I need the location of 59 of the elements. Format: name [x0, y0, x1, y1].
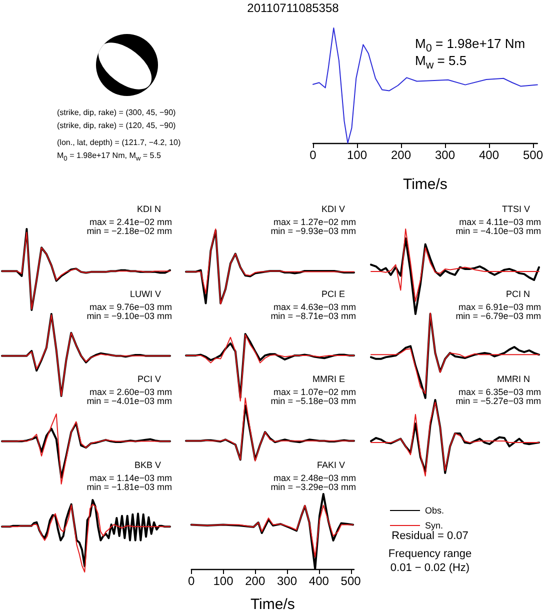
chart-title: BKB V	[134, 460, 161, 470]
text: max = 4.11e−03 mm	[459, 217, 541, 227]
text: (strike, dip, rake) = (120, 45, −90)	[57, 121, 176, 130]
annotation: max = 2.60e−03 mm	[89, 387, 172, 397]
annotation: min = −1.81e−03 mm	[86, 482, 172, 492]
annotation: min = −5.18e−03 mm	[270, 396, 356, 406]
annotation: max = 6.91e−03 mm	[458, 302, 541, 312]
text: M$_{0}$ = 1.98e+17 Nm, M$_{w}$ = 5.5	[57, 151, 161, 164]
text: min = −8.71e−03 mm	[270, 311, 356, 321]
chart-title: MMRI N	[497, 374, 530, 384]
chart-title: KDI V	[321, 204, 345, 214]
x-tick-label: 100	[213, 574, 234, 588]
x-tick-label: 0	[188, 574, 195, 588]
annotation: min = −6.79e−03 mm	[456, 311, 541, 321]
x-tick-label: 400	[308, 574, 330, 588]
legend-label: Obs.	[425, 506, 444, 516]
annotation: max = 4.63e−03 mm	[273, 302, 356, 312]
chart-title: FAKI V	[316, 460, 345, 470]
x-tick-label: 300	[277, 574, 298, 588]
annotation: M$_{w}$ = 5.5	[415, 53, 467, 72]
annotation: min = −2.18e−02 mm	[86, 226, 172, 236]
text: min = −3.29e−03 mm	[270, 482, 356, 492]
annotation: min = −5.27e−03 mm	[456, 396, 541, 406]
x-axis-title: Time/s	[402, 176, 448, 193]
annotation: max = 6.35e−03 mm	[458, 387, 541, 397]
text: Frequency range	[388, 548, 472, 560]
x-tick-label: 300	[434, 148, 456, 162]
text: max = 2.48e−03 mm	[273, 473, 356, 483]
annotation: max = 1.07e−02 mm	[273, 387, 356, 397]
text: max = 1.27e−02 mm	[273, 217, 356, 227]
x-tick-label: 500	[522, 148, 544, 162]
chart-title: LUWI V	[130, 289, 161, 299]
text: (lon., lat, depth) = (121.7, −4.2, 10)	[57, 138, 181, 147]
x-tick-label: 500	[340, 574, 362, 588]
annotation: min = −4.10e−03 mm	[456, 226, 541, 236]
x-tick-label: 200	[390, 148, 412, 162]
annotation: min = −9.10e−03 mm	[86, 311, 172, 321]
annotation: M$_{0}$ = 1.98e+17 Nm	[415, 36, 526, 55]
chart-title: PCI E	[321, 289, 345, 299]
chart-title: PCI V	[137, 374, 161, 384]
text: max = 2.41e−02 mm	[89, 217, 172, 227]
text: 20110711085358	[247, 1, 339, 15]
x-tick-label: 100	[346, 148, 368, 162]
x-tick-label: 0	[310, 148, 317, 162]
chart-title: TTSI V	[502, 204, 530, 214]
annotation: max = 9.76e−03 mm	[89, 302, 172, 312]
annotation: max = 1.14e−03 mm	[89, 473, 172, 483]
annotation: min = −9.93e−03 mm	[270, 226, 356, 236]
chart-title: PCI N	[506, 289, 530, 299]
chart-title: KDI N	[136, 204, 161, 214]
x-tick-label: 400	[478, 148, 500, 162]
text: Residual = 0.07	[392, 530, 468, 542]
x-axis-title: Time/s	[250, 596, 295, 613]
chart-title: MMRI E	[312, 374, 345, 384]
text: (strike, dip, rake) = (300, 45, −90)	[57, 108, 176, 117]
text: 0.01 − 0.02 (Hz)	[390, 562, 470, 574]
legend-label: Syn.	[425, 520, 444, 530]
x-tick-label: 200	[245, 574, 266, 588]
annotation: min = −4.01e−03 mm	[86, 396, 172, 406]
